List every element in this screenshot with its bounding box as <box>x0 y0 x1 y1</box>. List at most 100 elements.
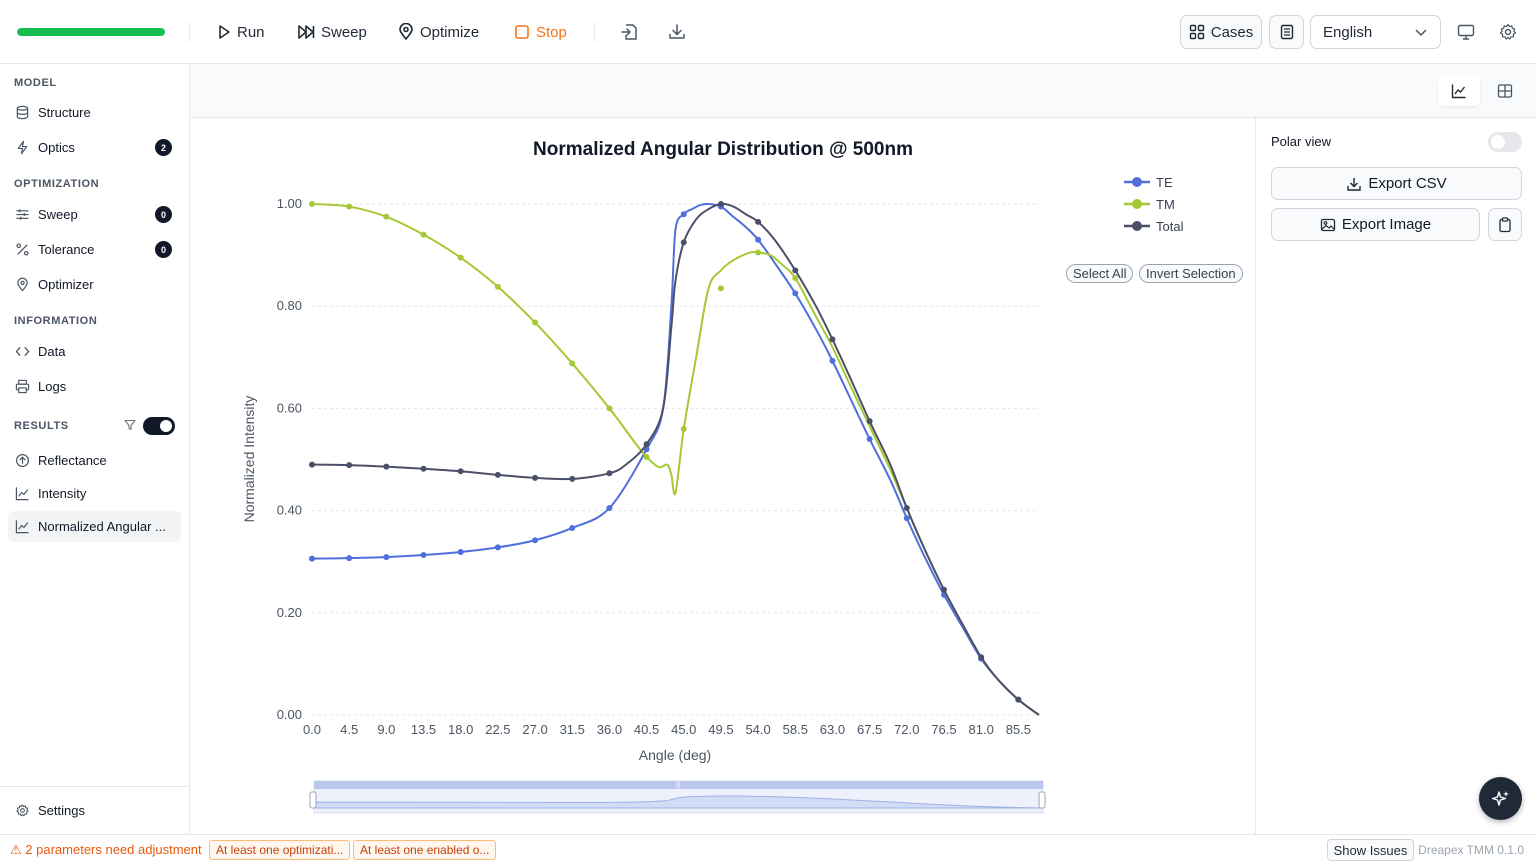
data-point-tm <box>792 275 799 282</box>
data-point-tm <box>420 231 427 238</box>
sidebar-item-reflectance[interactable]: Reflectance <box>8 445 181 475</box>
chart-container: Normalized Angular Distribution @ 500nm … <box>190 118 1255 834</box>
stop-square-icon <box>515 25 529 39</box>
zoom-handle-right[interactable] <box>1038 791 1046 809</box>
view-header <box>190 64 1536 118</box>
data-zoom-slider[interactable]: ||| <box>309 780 1046 814</box>
gear-icon <box>16 803 29 816</box>
sidebar-item-tolerance[interactable]: Tolerance 0 <box>8 234 181 264</box>
polar-view-label: Polar view <box>1271 134 1331 149</box>
status-bar: ⚠ 2 parameters need adjustment At least … <box>0 834 1536 864</box>
section-title-model: MODEL <box>14 77 57 89</box>
sliders-icon <box>16 208 29 220</box>
chart-view-button[interactable] <box>1438 76 1480 106</box>
table-view-button[interactable] <box>1484 76 1526 106</box>
sidebar-item-settings[interactable]: Settings <box>8 795 181 825</box>
sidebar-item-label: Logs <box>38 378 67 394</box>
sidebar-item-normalized-angular[interactable]: Normalized Angular ... <box>8 511 181 542</box>
issue-chip[interactable]: At least one optimizati... <box>209 840 351 860</box>
invert-selection-button[interactable]: Invert Selection <box>1139 264 1243 283</box>
polar-view-toggle[interactable] <box>1488 132 1522 152</box>
monitor-icon[interactable] <box>1456 22 1476 42</box>
gear-icon[interactable] <box>1498 22 1518 42</box>
data-point-tm <box>346 203 353 210</box>
angular-distribution-chart: Normalized Angular Distribution @ 500nm … <box>241 139 1184 814</box>
sidebar-item-structure[interactable]: Structure <box>8 97 181 127</box>
chevron-down-icon <box>1415 29 1427 37</box>
legend-item-total[interactable]: Total <box>1124 219 1184 234</box>
data-point-te <box>420 552 427 559</box>
data-point-tm <box>309 201 315 207</box>
x-tick-label: 63.0 <box>820 722 845 737</box>
language-value: English <box>1323 23 1373 41</box>
sweep-button[interactable]: Sweep <box>297 20 367 44</box>
zoom-handle-left[interactable] <box>309 791 317 809</box>
data-point-total <box>1015 696 1022 703</box>
legend-marker <box>1132 177 1142 187</box>
y-tick-label: 0.60 <box>277 400 302 415</box>
export-image-button[interactable]: Export Image <box>1271 208 1480 241</box>
filter-icon[interactable] <box>124 419 136 431</box>
play-icon <box>219 25 230 39</box>
y-axis-label: Normalized Intensity <box>241 396 257 523</box>
sidebar-item-optics[interactable]: Optics 2 <box>8 132 181 162</box>
results-toggle[interactable] <box>143 417 175 435</box>
x-tick-label: 9.0 <box>377 722 395 737</box>
notes-button[interactable] <box>1269 15 1304 49</box>
sidebar-item-label: Optics <box>38 139 75 155</box>
x-tick-label: 81.0 <box>969 722 994 737</box>
legend-item-tm[interactable]: TM <box>1124 197 1175 212</box>
x-tick-label: 4.5 <box>340 722 358 737</box>
x-tick-label: 49.5 <box>708 722 733 737</box>
cases-label: Cases <box>1210 23 1254 41</box>
data-point-tm <box>383 213 390 220</box>
printer-icon <box>15 379 30 393</box>
sidebar-item-data[interactable]: Data <box>8 336 181 366</box>
section-title-optimization: OPTIMIZATION <box>14 178 100 190</box>
top-toolbar: Run Sweep Optimize Stop Cases English <box>0 0 1536 64</box>
sidebar-item-sweep[interactable]: Sweep 0 <box>8 199 181 229</box>
export-image-label: Export Image <box>1341 216 1432 233</box>
data-point-tm <box>680 425 687 432</box>
legend-marker <box>1132 221 1142 231</box>
run-button[interactable]: Run <box>217 20 265 44</box>
sidebar-item-logs[interactable]: Logs <box>8 371 181 401</box>
clipboard-icon <box>1499 216 1511 232</box>
import-icon[interactable] <box>619 22 639 42</box>
sweep-label: Sweep <box>321 23 367 41</box>
data-point-total <box>383 463 390 470</box>
select-all-button[interactable]: Select All <box>1066 264 1134 283</box>
stop-button[interactable]: Stop <box>514 20 567 44</box>
zoom-preview-area <box>313 795 1044 809</box>
download-icon[interactable] <box>667 22 687 42</box>
ai-assistant-button[interactable] <box>1479 777 1522 820</box>
export-csv-label: Export CSV <box>1368 175 1447 192</box>
language-select[interactable]: English <box>1310 15 1441 49</box>
drag-grip-icon[interactable]: ||| <box>675 782 681 789</box>
legend-item-te[interactable]: TE <box>1124 175 1173 190</box>
data-point-total <box>829 336 836 343</box>
sidebar-item-label: Settings <box>38 802 85 818</box>
show-issues-button[interactable]: Show Issues <box>1327 839 1414 861</box>
x-axis-label: Angle (deg) <box>639 747 711 763</box>
cases-button[interactable]: Cases <box>1180 15 1262 49</box>
data-point-total <box>680 239 687 246</box>
optimize-button[interactable]: Optimize <box>398 20 479 44</box>
download-icon <box>1347 177 1362 191</box>
x-tick-label: 18.0 <box>448 722 473 737</box>
export-csv-button[interactable]: Export CSV <box>1271 167 1522 200</box>
warning-message[interactable]: ⚠ 2 parameters need adjustment <box>10 842 202 858</box>
data-point-te <box>457 548 464 555</box>
sidebar-footer: Settings <box>0 786 190 834</box>
sidebar-item-intensity[interactable]: Intensity <box>8 478 181 508</box>
zoom-bar[interactable] <box>314 781 1043 789</box>
sidebar-item-label: Intensity <box>38 485 87 501</box>
issue-chip[interactable]: At least one enabled o... <box>353 840 497 860</box>
lightning-icon <box>17 140 28 154</box>
section-title-results: RESULTS <box>14 420 69 432</box>
copy-clipboard-button[interactable] <box>1488 208 1522 241</box>
x-tick-label: 0.0 <box>303 722 321 737</box>
toggle-knob <box>160 420 172 432</box>
legend-label: TE <box>1156 175 1173 190</box>
sidebar-item-optimizer[interactable]: Optimizer <box>8 269 181 299</box>
